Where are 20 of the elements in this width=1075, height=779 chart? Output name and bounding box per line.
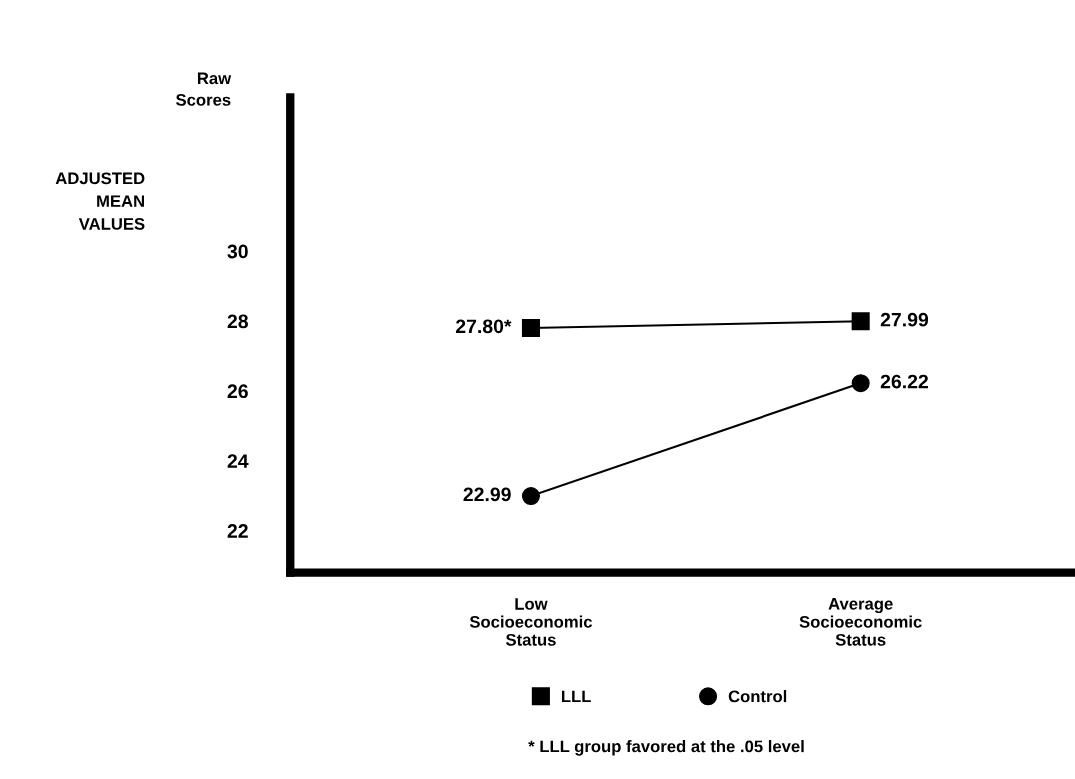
text: Raw Scores — [176, 72, 232, 106]
point — [521, 487, 540, 506]
legend-label: Control — [728, 690, 787, 703]
data-label: 27.80* — [455, 319, 512, 334]
y-tick-label: 30 — [227, 244, 248, 259]
y-axis-title: ADJUSTED MEAN VALUES — [55, 172, 145, 230]
text: * LLL group favored at the .05 level — [528, 740, 804, 756]
x-tick-label: Average Socioeconomic Status — [799, 598, 922, 646]
data-label: 22.99 — [463, 487, 511, 502]
y-tick-label: 24 — [227, 454, 249, 468]
point — [521, 318, 540, 338]
point — [851, 312, 870, 331]
legend-label: LLL — [561, 690, 591, 703]
data-label: 26.22 — [880, 374, 928, 389]
y-tick-label: 28 — [227, 314, 248, 329]
data-label: 27.99 — [880, 312, 929, 327]
y-tick-label: 22 — [227, 524, 248, 538]
point — [851, 374, 870, 393]
y-tick-label: 26 — [227, 384, 248, 399]
x-tick-label: Low Socioeconomic Status — [469, 598, 593, 646]
